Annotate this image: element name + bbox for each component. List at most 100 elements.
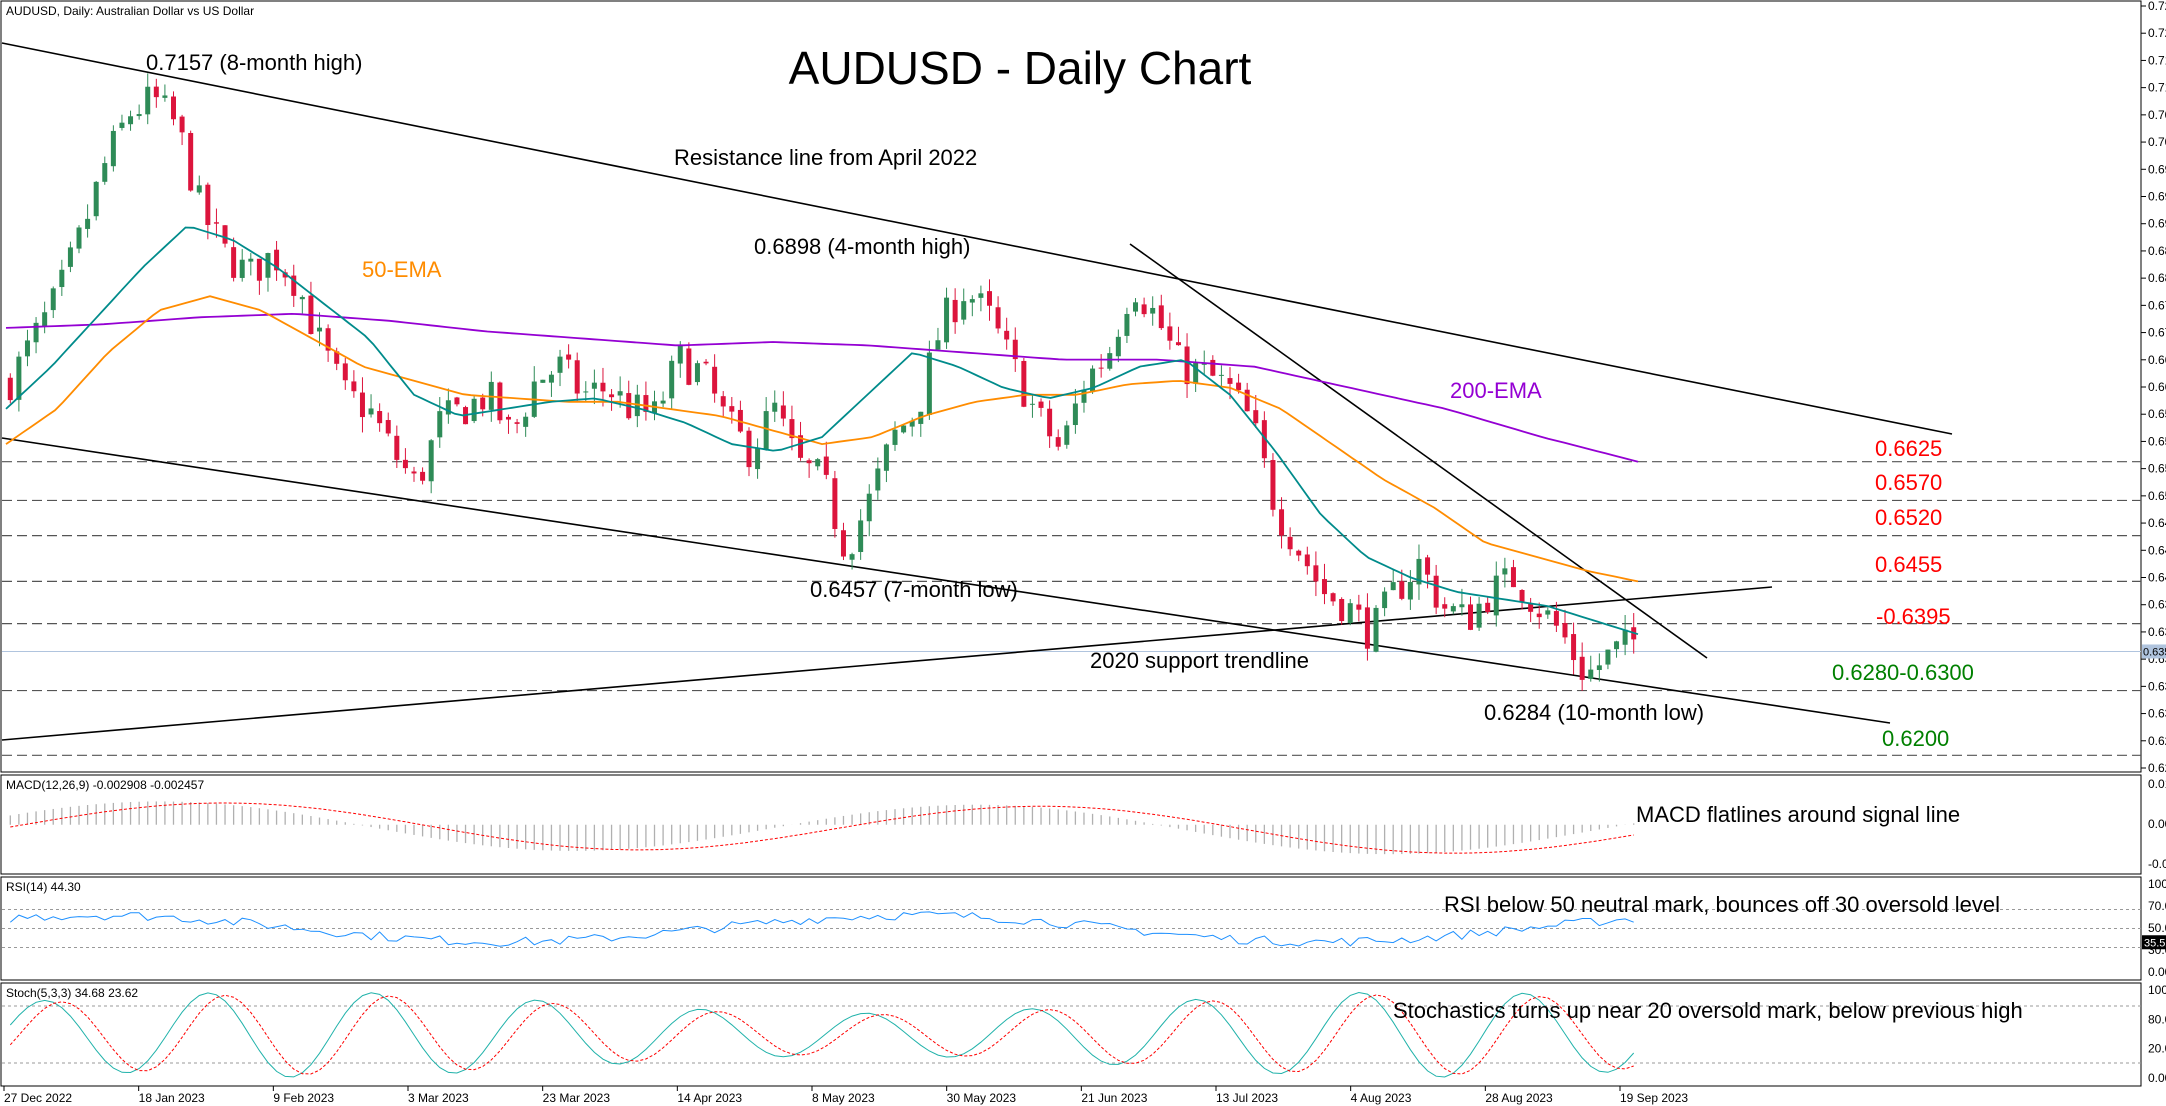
candle-body bbox=[274, 249, 280, 271]
candle-body bbox=[1261, 420, 1267, 459]
current-price-label: 0.63555 bbox=[2143, 646, 2166, 658]
candle-body bbox=[514, 422, 520, 424]
candle-body bbox=[729, 406, 735, 412]
ema-lines bbox=[5, 226, 1639, 636]
candle-body bbox=[1244, 389, 1250, 412]
y-tick-label: 0.65850 bbox=[2148, 407, 2166, 421]
y-tick-label: 0.66770 bbox=[2148, 353, 2166, 367]
candle-body bbox=[7, 377, 13, 401]
candle-body bbox=[1270, 460, 1276, 510]
candle-body bbox=[1167, 326, 1173, 341]
annotation-2020-support: 2020 support trendline bbox=[1090, 648, 1309, 673]
candle-body bbox=[823, 456, 829, 475]
candle-body bbox=[1021, 360, 1027, 407]
y-tick-label: 0.68610 bbox=[2148, 244, 2166, 258]
candle-body bbox=[789, 419, 795, 439]
candle-body bbox=[986, 291, 992, 306]
y-tick-label: 0.65390 bbox=[2148, 462, 2166, 476]
x-axis: 27 Dec 2022 18 Jan 2023 9 Feb 2023 3 Mar 20… bbox=[3, 1086, 1688, 1105]
rsi-current-label: 35.52 bbox=[2144, 937, 2166, 949]
candle-body bbox=[1390, 582, 1396, 591]
candle-body bbox=[162, 95, 168, 98]
candle-body bbox=[858, 520, 864, 553]
candle-body bbox=[153, 86, 159, 98]
x-tick-label: 9 Feb 2023 bbox=[273, 1091, 334, 1105]
level-label-0-6570: 0.6570 bbox=[1875, 470, 1942, 495]
candle-body bbox=[1107, 353, 1113, 369]
candle-body bbox=[1502, 568, 1508, 575]
candle-body bbox=[1055, 437, 1061, 447]
rsi-line bbox=[9, 911, 1634, 947]
y-tick-label: 0.70450 bbox=[2148, 135, 2166, 149]
candle-body bbox=[394, 435, 400, 460]
candle-body bbox=[840, 530, 846, 557]
candle-body bbox=[798, 435, 804, 458]
candle-body bbox=[1210, 359, 1216, 376]
candle-body bbox=[428, 440, 434, 482]
y-tick-label: 0.69990 bbox=[2148, 162, 2166, 176]
y-tick-label: 0.64545 bbox=[2148, 543, 2166, 557]
candle-body bbox=[815, 459, 821, 467]
candle-body bbox=[1150, 307, 1156, 314]
candle-body bbox=[359, 392, 365, 418]
candle-body bbox=[342, 363, 348, 381]
candle-body bbox=[299, 296, 305, 300]
rsi-tick-label: 100.00 bbox=[2148, 877, 2166, 891]
x-tick-label: 8 May 2023 bbox=[812, 1091, 875, 1105]
candle-body bbox=[445, 400, 451, 415]
macd-tick-label: -0.010410 bbox=[2148, 857, 2166, 871]
y-tick-label: 0.63022 bbox=[2148, 707, 2166, 721]
candle-body bbox=[875, 468, 881, 491]
candle-body bbox=[1605, 649, 1611, 665]
candle-body bbox=[1175, 342, 1181, 346]
macd-signal-line bbox=[10, 802, 1634, 854]
candle-body bbox=[583, 391, 589, 393]
level-label-0-6280-0-6300: 0.6280-0.6300 bbox=[1832, 660, 1974, 685]
ema-50-line bbox=[5, 295, 1639, 583]
y-tick-label: 0.62078 bbox=[2148, 761, 2166, 775]
x-tick-label: 4 Aug 2023 bbox=[1351, 1091, 1412, 1105]
candle-body bbox=[1090, 368, 1096, 393]
y-axis: 0.72750 0.72170 0.71830 0.71370 0.70910 0.704… bbox=[2141, 0, 2166, 1085]
candles bbox=[7, 73, 1637, 691]
candle-body bbox=[1012, 339, 1018, 360]
candle-body bbox=[609, 394, 615, 398]
candle-body bbox=[686, 348, 692, 385]
candle-body bbox=[1596, 665, 1602, 670]
candle-body bbox=[540, 379, 546, 383]
candle-body bbox=[1038, 401, 1044, 408]
candle-body bbox=[1004, 330, 1010, 340]
candle-body bbox=[110, 130, 116, 167]
candle-body bbox=[1124, 313, 1130, 336]
annotation-4-month-high: 0.6898 (4-month high) bbox=[754, 234, 970, 259]
candle-body bbox=[1133, 302, 1139, 312]
candle-body bbox=[1536, 613, 1542, 618]
candle-body bbox=[505, 416, 511, 420]
chart-title: AUDUSD - Daily Chart bbox=[789, 42, 1252, 94]
candle-body bbox=[909, 420, 915, 427]
candle-body bbox=[746, 430, 752, 468]
candle-body bbox=[1279, 509, 1285, 536]
macd-tick-label: 0.010519 bbox=[2148, 777, 2166, 791]
candle-body bbox=[33, 322, 39, 343]
candle-body bbox=[1184, 346, 1190, 385]
candle-body bbox=[1321, 579, 1327, 595]
y-tick-label: 0.67690 bbox=[2148, 298, 2166, 312]
candle-body bbox=[969, 299, 975, 303]
candle-body bbox=[1562, 623, 1568, 638]
candle-body bbox=[231, 247, 237, 278]
macd-title: MACD(12,26,9) -0.002908 -0.002457 bbox=[6, 778, 204, 792]
candle-body bbox=[196, 185, 202, 193]
macd-tick-label: 0.000000 bbox=[2148, 817, 2166, 831]
stoch-tick-label: 100.00 bbox=[2148, 983, 2166, 997]
candle-body bbox=[892, 429, 898, 445]
candle-body bbox=[548, 374, 554, 383]
y-tick-label: 0.64470 bbox=[2148, 571, 2166, 585]
stoch-tick-label: 20.00 bbox=[2148, 1042, 2166, 1056]
ema-20-line bbox=[5, 226, 1639, 636]
candle-body bbox=[617, 391, 623, 396]
x-tick-label: 13 Jul 2023 bbox=[1216, 1091, 1278, 1105]
rsi-indicator bbox=[2, 909, 2141, 948]
candle-body bbox=[1313, 565, 1319, 582]
